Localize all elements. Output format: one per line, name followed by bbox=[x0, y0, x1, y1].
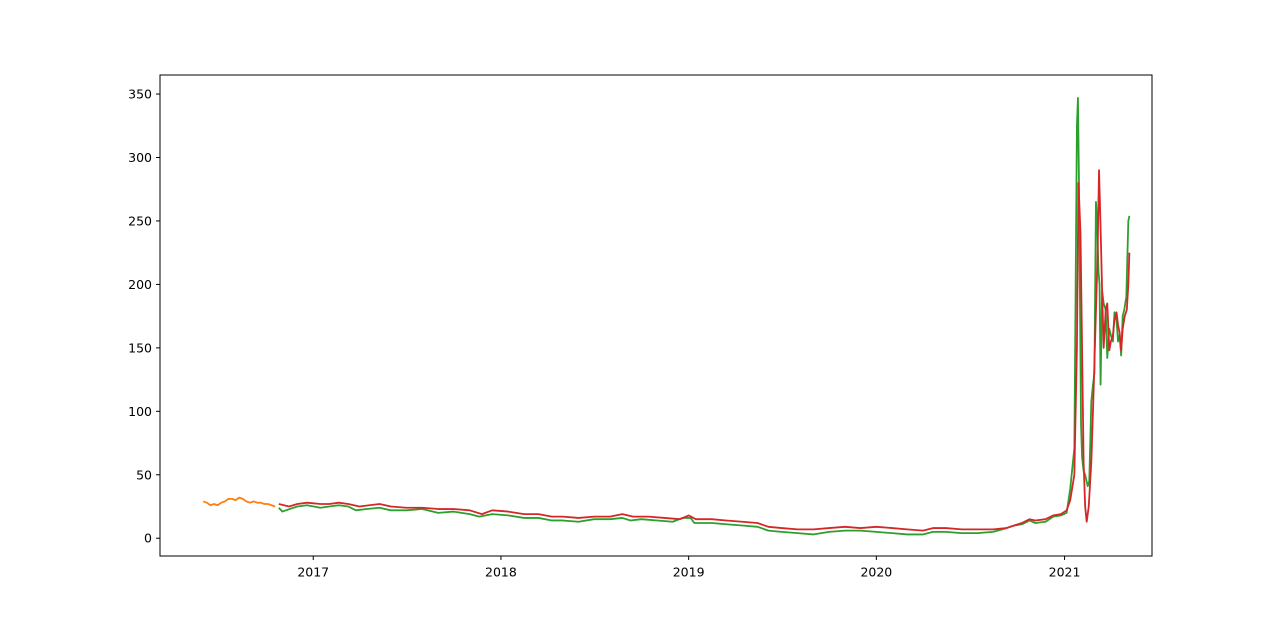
y-tick-label: 350 bbox=[128, 87, 152, 102]
series-line-1 bbox=[202, 496, 276, 508]
x-tick-label: 2021 bbox=[1049, 565, 1081, 580]
y-tick-label: 0 bbox=[144, 531, 152, 546]
series-layer bbox=[202, 96, 1131, 536]
y-tick-label: 300 bbox=[128, 150, 152, 165]
x-tick-label: 2020 bbox=[860, 565, 892, 580]
x-tick-label: 2017 bbox=[297, 565, 329, 580]
y-tick-label: 150 bbox=[128, 340, 152, 355]
series-line-2 bbox=[278, 96, 1131, 536]
y-tick-label: 50 bbox=[136, 467, 152, 482]
x-tick-label: 2018 bbox=[485, 565, 517, 580]
axis-ticks: 0 50 100 150 200 250 300 350 2017 2018 2019 2020 202… bbox=[128, 87, 1080, 580]
plot-frame bbox=[159, 74, 1153, 557]
y-tick-label: 250 bbox=[128, 213, 152, 228]
x-tick-label: 2019 bbox=[673, 565, 705, 580]
y-tick-label: 100 bbox=[128, 404, 152, 419]
y-tick-label: 200 bbox=[128, 277, 152, 292]
series-line-3 bbox=[278, 169, 1131, 532]
